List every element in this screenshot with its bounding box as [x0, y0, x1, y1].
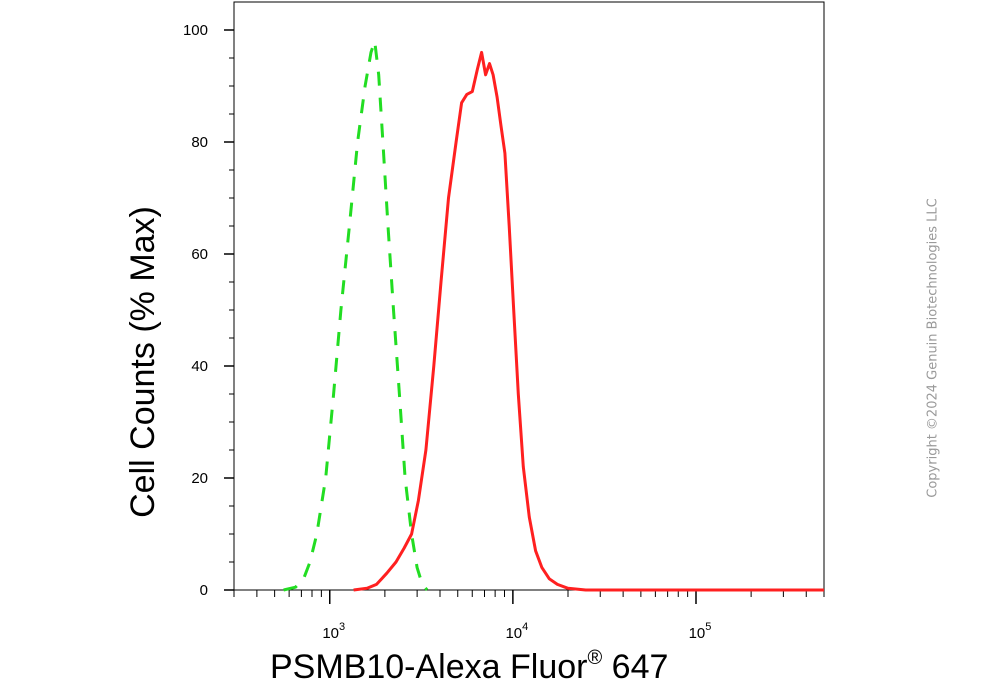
dashed-series-line — [283, 39, 429, 592]
y-tick-label: 20 — [191, 470, 208, 487]
x-tick-label: 104 — [505, 621, 528, 642]
y-tick-label: 40 — [191, 358, 208, 375]
x-axis-title: PSMB10-Alexa Fluor® 647 — [270, 647, 668, 686]
x-tick-label: 103 — [322, 621, 345, 642]
x-axis: 103 104 105 — [233, 590, 825, 642]
y-tick-label: 80 — [191, 134, 208, 151]
y-axis: 0 20 40 60 80 100 — [183, 22, 234, 599]
y-tick-label: 60 — [191, 246, 208, 263]
copyright-text: Copyright ©2024 Genuin Biotechnologies L… — [925, 198, 941, 498]
plot-frame — [233, 1, 825, 591]
y-axis-title: Cell Counts (% Max) — [124, 206, 162, 518]
y-tick-label: 100 — [183, 22, 208, 39]
x-tick-label: 105 — [689, 621, 712, 642]
solid-series-line — [353, 50, 824, 592]
y-tick-label: 0 — [200, 582, 208, 599]
series-layer — [283, 39, 824, 592]
